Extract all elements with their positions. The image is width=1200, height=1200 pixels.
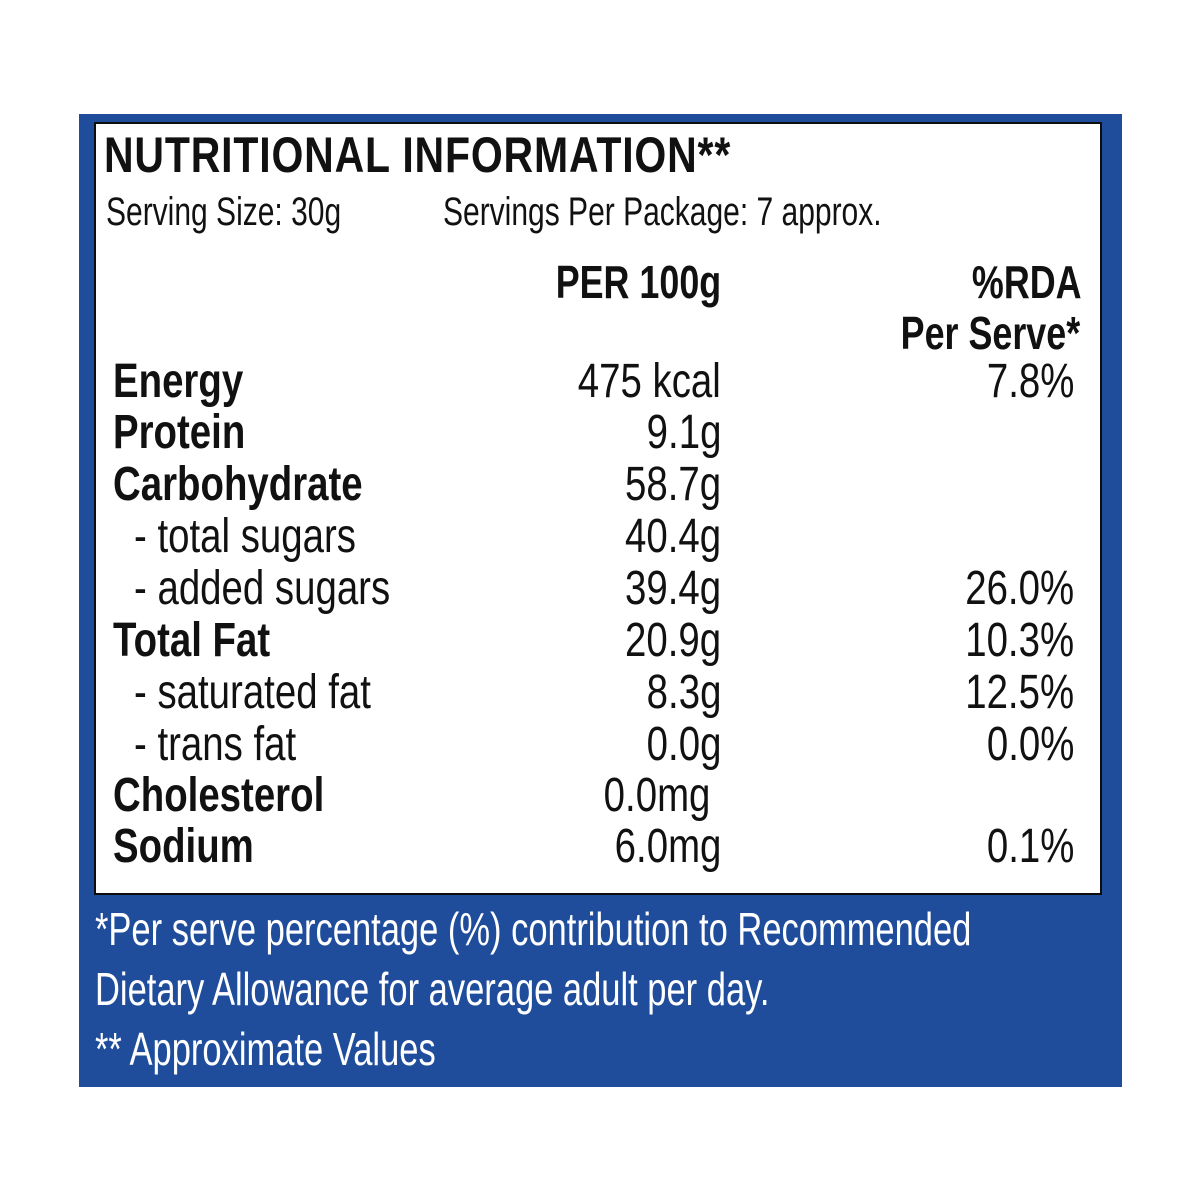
nutrient-rda: 10.3% — [965, 614, 1074, 667]
nutrient-name: - saturated fat — [134, 666, 371, 719]
nutrient-row-trans-fat: - trans fat 0.0g 0.0% — [0, 721, 1200, 773]
column-header-per-100g: PER 100g — [555, 256, 721, 308]
nutrient-row-protein: Protein 9.1g — [0, 409, 1200, 461]
nutrient-rda: 26.0% — [965, 562, 1074, 615]
nutrient-row-saturated-fat: - saturated fat 8.3g 12.5% — [0, 669, 1200, 721]
serving-size: Serving Size: 30g — [106, 190, 342, 234]
nutrient-row-cholesterol: Cholesterol 0.0mg — [0, 772, 1200, 824]
nutrient-name: - added sugars — [134, 562, 391, 615]
nutrient-name: Energy — [113, 355, 244, 408]
footnote-rda: *Per serve percentage (%) contribution t… — [95, 903, 972, 955]
servings-per-package: Servings Per Package: 7 approx. — [443, 190, 882, 234]
nutrient-name: Total Fat — [113, 614, 271, 667]
nutrient-name: Protein — [113, 406, 246, 459]
nutrient-rda: 0.0% — [986, 718, 1074, 771]
nutrient-per-100g: 475 kcal — [577, 355, 721, 408]
nutrient-per-100g: 20.9g — [624, 614, 721, 667]
nutrient-rda: 7.8% — [986, 355, 1074, 408]
column-header-rda: %RDA — [972, 256, 1082, 308]
nutrient-row-carbohydrate: Carbohydrate 58.7g — [0, 461, 1200, 513]
nutrient-row-total-fat: Total Fat 20.9g 10.3% — [0, 617, 1200, 669]
nutrient-row-added-sugars: - added sugars 39.4g 26.0% — [0, 565, 1200, 617]
nutrient-name: Sodium — [113, 820, 254, 873]
nutrient-per-100g: 6.0mg — [614, 820, 721, 873]
nutrient-name: Cholesterol — [113, 769, 325, 822]
nutrient-row-sodium: Sodium 6.0mg 0.1% — [0, 823, 1200, 875]
nutrient-row-energy: Energy 475 kcal 7.8% — [0, 358, 1200, 410]
footnote-rda-continued: Dietary Allowance for average adult per … — [95, 963, 770, 1015]
nutrition-table-box — [94, 122, 1102, 895]
nutrient-rda: 12.5% — [965, 666, 1074, 719]
nutrient-per-100g: 39.4g — [624, 562, 721, 615]
nutrient-rda: 0.1% — [986, 820, 1074, 873]
nutrient-name: - trans fat — [134, 718, 297, 771]
nutrient-per-100g: 8.3g — [646, 666, 721, 719]
column-header-per-serve: Per Serve* — [900, 307, 1080, 359]
label-title: NUTRITIONAL INFORMATION** — [104, 127, 732, 183]
nutrient-row-total-sugars: - total sugars 40.4g — [0, 513, 1200, 565]
nutrient-per-100g: 0.0mg — [603, 769, 710, 822]
nutrient-name: - total sugars — [134, 510, 356, 563]
nutrient-per-100g: 9.1g — [646, 406, 721, 459]
nutrient-per-100g: 40.4g — [624, 510, 721, 563]
nutrient-name: Carbohydrate — [113, 458, 363, 511]
footnote-approximate: ** Approximate Values — [95, 1023, 436, 1075]
nutrient-per-100g: 58.7g — [624, 458, 721, 511]
nutrient-per-100g: 0.0g — [646, 718, 721, 771]
